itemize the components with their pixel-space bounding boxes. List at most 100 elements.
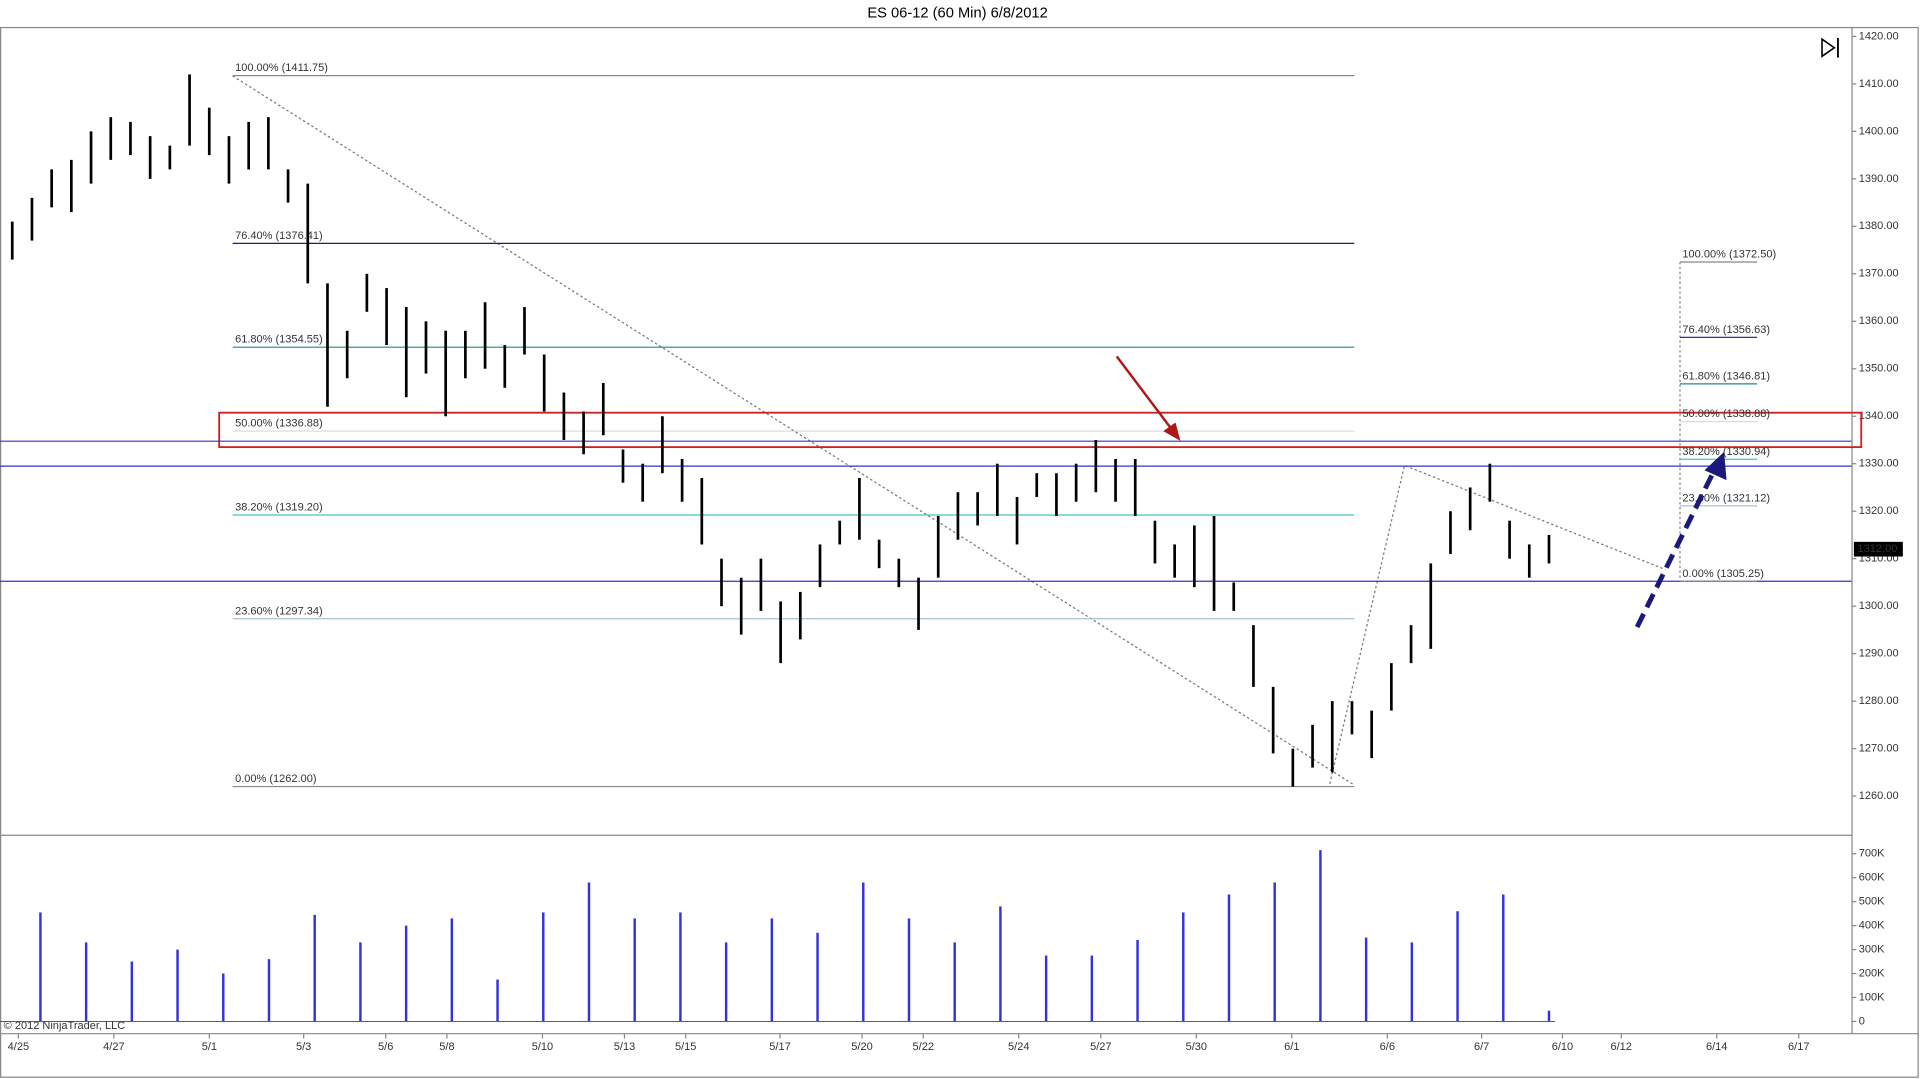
y-tick-label: 1360.00 <box>1859 315 1899 327</box>
blue-arrow-head <box>1704 451 1727 481</box>
volume-bar <box>359 942 362 1022</box>
fib-label: 38.20% (1330.94) <box>1682 446 1770 458</box>
x-tick-label: 5/20 <box>851 1041 872 1053</box>
x-tick-label: 6/17 <box>1788 1041 1809 1053</box>
last-price-label: 1312.00 <box>1858 543 1898 555</box>
x-tick-label: 5/15 <box>675 1041 696 1053</box>
volume-bar <box>1410 942 1414 1022</box>
chart-title: ES 06-12 (60 Min) 6/8/2012 <box>867 5 1047 21</box>
fib-label: 100.00% (1372.50) <box>1682 249 1776 261</box>
volume-bar <box>953 942 956 1022</box>
volume-bar <box>267 959 271 1022</box>
fib-label: 76.40% (1356.63) <box>1682 324 1770 336</box>
volume-bar <box>1136 939 1139 1022</box>
y-tick-label: 1420.00 <box>1859 30 1899 42</box>
volume-bar <box>770 918 774 1022</box>
fib-label: 50.00% (1338.88) <box>1682 408 1770 420</box>
volume-bar <box>1364 937 1368 1022</box>
volume-bar <box>1502 894 1505 1022</box>
volume-y-tick-label: 200K <box>1859 967 1885 979</box>
y-tick-label: 1340.00 <box>1859 410 1899 422</box>
blue-arrow <box>1634 474 1715 629</box>
volume-y-tick-label: 0 <box>1859 1015 1865 1027</box>
plot-layer: 1260.001270.001280.001290.001300.001310.… <box>0 30 1903 1053</box>
volume-bar <box>907 918 911 1022</box>
icon-triangle[interactable] <box>1821 37 1836 58</box>
x-tick-label: 5/3 <box>296 1041 311 1053</box>
scroll-end-icon[interactable] <box>1821 37 1839 58</box>
fib-label: 61.80% (1346.81) <box>1682 370 1770 382</box>
red-arrow-head <box>1163 422 1181 441</box>
volume-bar <box>999 906 1002 1022</box>
volume-bar <box>39 912 42 1022</box>
y-tick-label: 1370.00 <box>1859 268 1899 280</box>
x-tick-label: 5/30 <box>1186 1041 1207 1053</box>
volume-bar <box>724 942 728 1022</box>
y-tick-label: 1280.00 <box>1859 695 1899 707</box>
x-tick-label: 4/25 <box>8 1041 29 1053</box>
fib-label: 0.00% (1305.25) <box>1682 568 1763 580</box>
y-tick-label: 1390.00 <box>1859 173 1899 185</box>
x-tick-label: 6/7 <box>1474 1041 1489 1053</box>
y-tick-label: 1410.00 <box>1859 78 1899 90</box>
copyright: © 2012 NinjaTrader, LLC <box>4 1020 126 1032</box>
fib-label: 50.00% (1336.88) <box>235 418 323 430</box>
frame <box>0 26 1919 1078</box>
volume-bar <box>679 912 682 1022</box>
zone-box <box>218 411 1863 449</box>
fib-label: 23.60% (1297.34) <box>235 605 323 617</box>
volume-bar <box>176 949 179 1022</box>
volume-bar <box>404 925 408 1022</box>
volume-bar <box>1227 894 1231 1022</box>
y-tick-label: 1260.00 <box>1859 790 1899 802</box>
y-tick-label: 1330.00 <box>1859 458 1899 470</box>
x-tick-label: 5/8 <box>439 1041 454 1053</box>
volume-bar <box>542 912 545 1022</box>
volume-y-tick-label: 400K <box>1859 920 1885 932</box>
fib-label: 0.00% (1262.00) <box>235 773 316 785</box>
volume-y-tick-label: 100K <box>1859 991 1885 1003</box>
fib-label: 76.40% (1376.41) <box>235 230 323 242</box>
fib-label: 100.00% (1411.75) <box>235 62 328 74</box>
fib-label: 23.60% (1321.12) <box>1682 492 1770 504</box>
y-tick-label: 1320.00 <box>1859 505 1899 517</box>
volume-bar <box>1319 850 1322 1022</box>
volume-bar <box>1273 882 1276 1022</box>
x-tick-label: 5/17 <box>769 1041 790 1053</box>
red-arrow <box>1115 355 1175 432</box>
x-tick-label: 6/10 <box>1552 1041 1573 1053</box>
volume-bar <box>1182 912 1185 1022</box>
volume-bar <box>130 961 134 1022</box>
y-tick-label: 1380.00 <box>1859 220 1899 232</box>
volume-bar <box>816 932 819 1022</box>
volume-bar <box>1090 955 1094 1022</box>
fib-label: 61.80% (1354.55) <box>235 334 323 346</box>
y-tick-label: 1350.00 <box>1859 363 1899 375</box>
x-tick-label: 5/10 <box>532 1041 553 1053</box>
volume-y-tick-label: 500K <box>1859 896 1885 908</box>
volume-y-tick-label: 700K <box>1859 848 1885 860</box>
volume-bar <box>450 918 454 1022</box>
volume-bar <box>84 942 88 1022</box>
x-tick-label: 5/6 <box>378 1041 393 1053</box>
volume-y-tick-label: 600K <box>1859 872 1885 884</box>
x-tick-label: 5/24 <box>1008 1041 1029 1053</box>
x-tick-label: 6/1 <box>1284 1041 1299 1053</box>
trend-line <box>1329 464 1666 784</box>
y-tick-label: 1400.00 <box>1859 125 1899 137</box>
x-tick-label: 6/6 <box>1380 1041 1395 1053</box>
last-price-box <box>1853 541 1903 557</box>
volume-bar <box>313 914 316 1022</box>
x-tick-label: 5/27 <box>1090 1041 1111 1053</box>
volume-bar <box>633 918 636 1022</box>
x-tick-label: 6/14 <box>1706 1041 1727 1053</box>
x-tick-label: 4/27 <box>103 1041 124 1053</box>
x-tick-label: 5/1 <box>202 1041 217 1053</box>
volume-bar <box>222 973 225 1022</box>
volume-bar <box>1044 955 1048 1022</box>
volume-bar <box>1456 911 1459 1022</box>
x-tick-label: 5/13 <box>614 1041 635 1053</box>
fib-label: 38.20% (1319.20) <box>235 502 323 514</box>
